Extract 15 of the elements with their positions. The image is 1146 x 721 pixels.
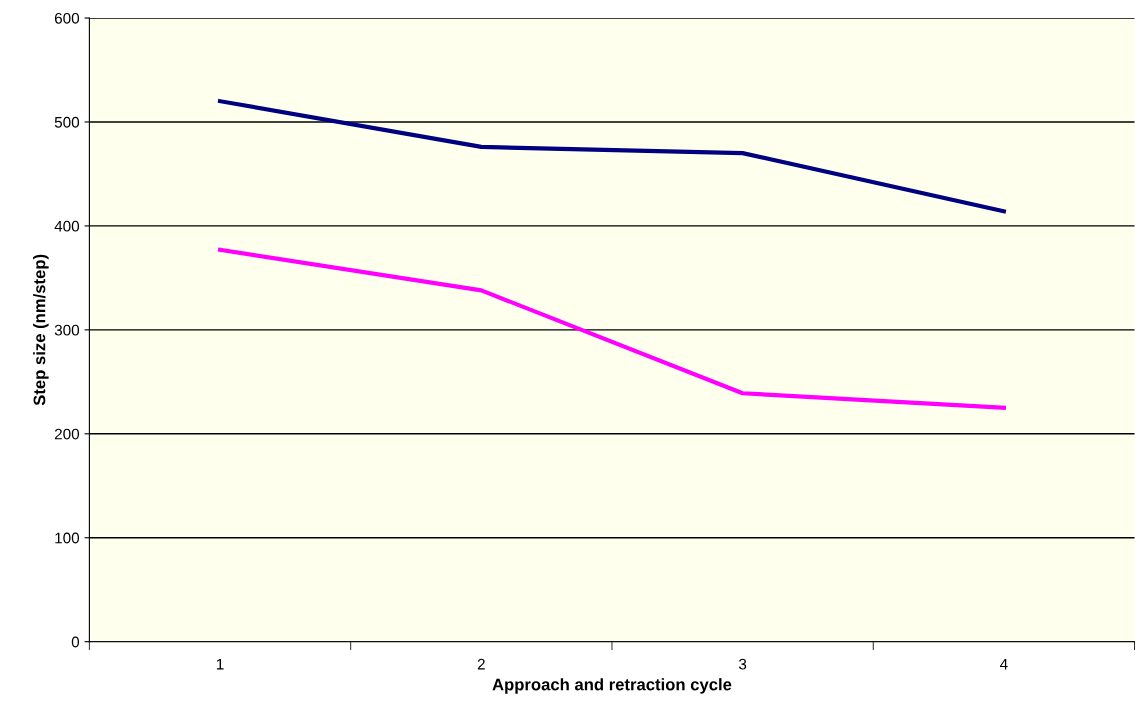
x-tick-label: 2 — [477, 658, 485, 670]
x-axis-title: Approach and retraction cycle — [492, 678, 732, 694]
y-tick-label: 600 — [54, 12, 80, 24]
y-tick-label: 400 — [54, 220, 80, 232]
y-tick-label: 500 — [54, 116, 80, 128]
line-series — [217, 99, 1006, 214]
y-axis-title: Step size (nm/step) — [33, 254, 49, 406]
y-tick-label: 300 — [54, 324, 80, 336]
y-tick-label: 0 — [71, 636, 80, 648]
line-series — [217, 247, 1006, 410]
x-tick-label: 1 — [216, 658, 224, 670]
x-tick-label: 4 — [1000, 658, 1008, 670]
y-tick-label: 200 — [54, 428, 80, 440]
x-tick-label: 3 — [738, 658, 747, 670]
y-tick-label: 100 — [55, 532, 80, 544]
